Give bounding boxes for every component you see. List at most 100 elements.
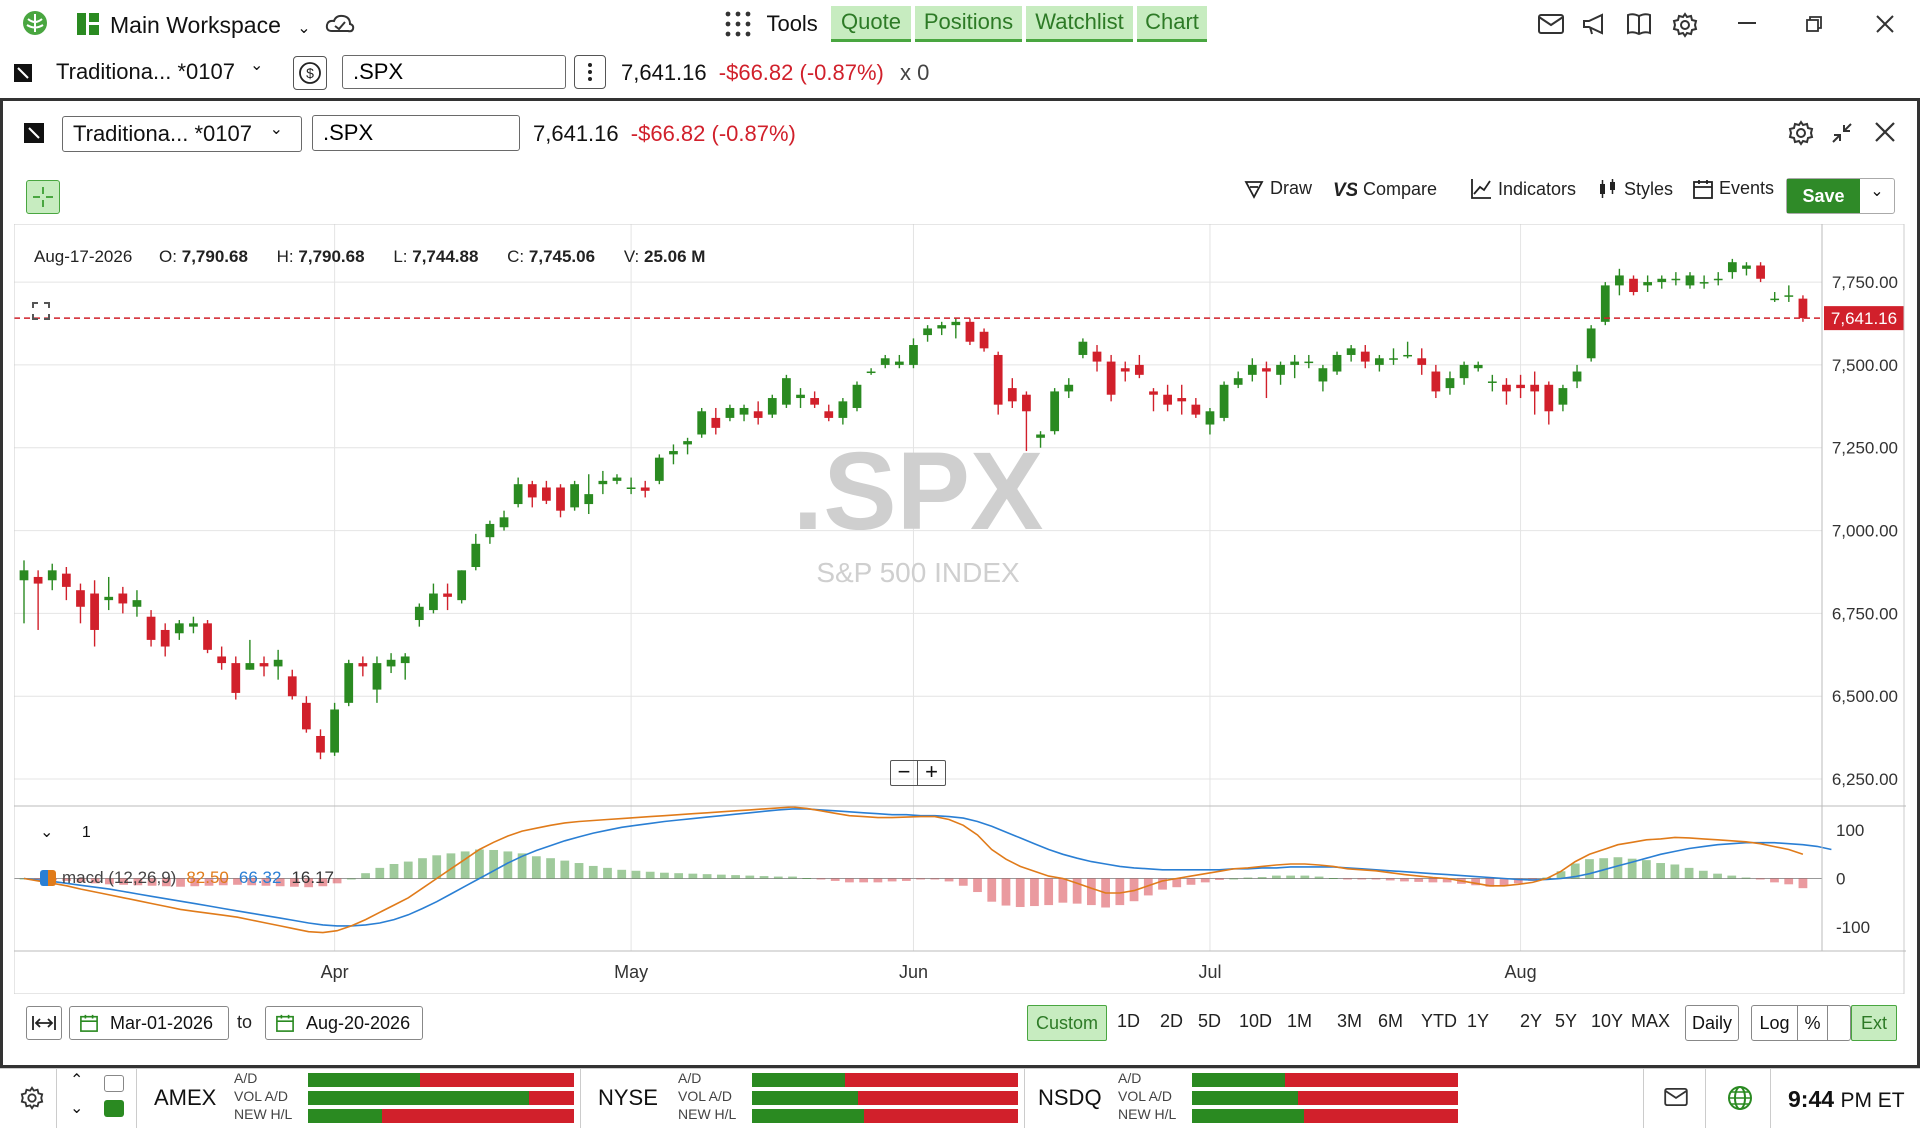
candle[interactable] bbox=[767, 394, 777, 418]
candle[interactable] bbox=[866, 368, 876, 375]
interval-daily-button[interactable]: Daily bbox=[1685, 1005, 1739, 1041]
book-icon[interactable] bbox=[1626, 12, 1652, 36]
candle[interactable] bbox=[923, 325, 932, 342]
tab-watchlist[interactable]: Watchlist bbox=[1026, 6, 1133, 42]
events-button[interactable]: Events bbox=[1693, 178, 1774, 199]
candle[interactable] bbox=[1459, 361, 1469, 385]
status-scroll-up-icon[interactable]: ⌃ bbox=[70, 1072, 84, 1089]
candle[interactable] bbox=[683, 437, 692, 455]
period-10d[interactable]: 10D bbox=[1239, 1011, 1273, 1031]
candle[interactable] bbox=[880, 354, 890, 369]
tab-chart[interactable]: Chart bbox=[1137, 6, 1207, 42]
candle[interactable] bbox=[1276, 361, 1285, 385]
candle[interactable] bbox=[824, 404, 834, 422]
candle[interactable] bbox=[118, 586, 128, 614]
candle[interactable] bbox=[612, 474, 622, 485]
candle[interactable] bbox=[33, 570, 43, 630]
zoom-out-button[interactable]: − bbox=[891, 761, 918, 785]
candle[interactable] bbox=[1247, 358, 1257, 382]
candle[interactable] bbox=[1770, 292, 1780, 302]
candle[interactable] bbox=[1219, 381, 1229, 422]
candle[interactable] bbox=[1445, 371, 1455, 395]
status-scroll-down-icon[interactable]: ⌄ bbox=[70, 1100, 84, 1117]
period-5d[interactable]: 5D bbox=[1198, 1011, 1222, 1031]
candle[interactable] bbox=[386, 653, 396, 674]
candle[interactable] bbox=[1022, 391, 1031, 452]
chart-symbol-input[interactable] bbox=[312, 115, 520, 151]
candle[interactable] bbox=[1233, 371, 1243, 389]
candle[interactable] bbox=[838, 398, 848, 425]
candle[interactable] bbox=[598, 470, 608, 495]
candle[interactable] bbox=[937, 321, 947, 336]
candle[interactable] bbox=[1572, 364, 1582, 389]
candle[interactable] bbox=[330, 702, 339, 756]
candle[interactable] bbox=[669, 444, 678, 465]
candle[interactable] bbox=[499, 510, 509, 531]
candle[interactable] bbox=[1643, 275, 1653, 293]
candle[interactable] bbox=[1304, 354, 1314, 369]
candle[interactable] bbox=[1742, 262, 1751, 276]
expand-icon[interactable] bbox=[30, 300, 52, 322]
tab-quote[interactable]: Quote bbox=[831, 6, 911, 42]
styles-button[interactable]: Styles bbox=[1598, 178, 1673, 200]
candle[interactable] bbox=[1050, 388, 1060, 435]
more-options-button[interactable] bbox=[574, 55, 606, 89]
chart-account-selector[interactable]: Traditiona... *0107 ⌄ bbox=[62, 116, 302, 152]
candle[interactable] bbox=[1375, 354, 1384, 372]
candle[interactable] bbox=[654, 454, 664, 485]
candle[interactable] bbox=[1798, 295, 1808, 322]
period-5y[interactable]: 5Y bbox=[1555, 1011, 1578, 1031]
tab-positions[interactable]: Positions bbox=[915, 6, 1022, 42]
candle[interactable] bbox=[174, 620, 184, 640]
candle[interactable] bbox=[90, 580, 99, 647]
layout-toggle-off[interactable] bbox=[104, 1075, 124, 1092]
candle[interactable] bbox=[1346, 345, 1356, 362]
account-selector[interactable]: Traditiona... *0107 ⌄ bbox=[56, 57, 276, 89]
crosshair-toggle-button[interactable] bbox=[26, 180, 60, 214]
candle[interactable] bbox=[993, 351, 1003, 415]
candle[interactable] bbox=[316, 729, 325, 760]
candle[interactable] bbox=[203, 620, 212, 654]
candle[interactable] bbox=[132, 590, 142, 617]
collapse-arrows-icon[interactable] bbox=[1830, 121, 1854, 145]
settings-gear-icon[interactable] bbox=[1672, 12, 1698, 38]
candle[interactable] bbox=[640, 480, 650, 498]
percent-scale-button[interactable]: % bbox=[1798, 1006, 1828, 1040]
start-date-field[interactable]: Mar-01-2026 bbox=[69, 1006, 229, 1040]
candle[interactable] bbox=[1502, 378, 1511, 405]
candle[interactable] bbox=[414, 603, 424, 627]
candle[interactable] bbox=[1431, 364, 1441, 399]
candle[interactable] bbox=[1205, 407, 1215, 435]
candle[interactable] bbox=[1078, 338, 1088, 359]
candle[interactable] bbox=[1163, 384, 1172, 412]
candle[interactable] bbox=[1699, 275, 1709, 289]
save-options-chevron-icon[interactable]: ⌄ bbox=[1870, 183, 1884, 200]
megaphone-icon[interactable] bbox=[1582, 12, 1608, 36]
period-3m[interactable]: 3M bbox=[1337, 1011, 1363, 1031]
candle[interactable] bbox=[217, 646, 227, 670]
candle[interactable] bbox=[1064, 378, 1074, 399]
minimize-window-button[interactable] bbox=[1738, 22, 1756, 24]
price-chart[interactable]: .SPX S&P 500 INDEX 7,641.16 7,750.00 7,50… bbox=[14, 224, 1906, 994]
tools-menu[interactable]: Tools bbox=[724, 10, 818, 38]
candle[interactable] bbox=[1262, 361, 1271, 399]
log-scale-button[interactable]: Log bbox=[1752, 1006, 1798, 1040]
period-ytd[interactable]: YTD bbox=[1421, 1011, 1457, 1031]
period-1d[interactable]: 1D bbox=[1117, 1011, 1141, 1031]
candle[interactable] bbox=[1756, 262, 1765, 283]
candle[interactable] bbox=[443, 583, 452, 611]
candle[interactable] bbox=[1120, 361, 1130, 382]
candle[interactable] bbox=[1530, 371, 1540, 415]
candle[interactable] bbox=[1727, 258, 1737, 279]
candle[interactable] bbox=[287, 669, 297, 700]
period-1y[interactable]: 1Y bbox=[1467, 1011, 1490, 1031]
candle[interactable] bbox=[626, 477, 636, 495]
macd-collapse-toggle[interactable]: ⌄ 1 bbox=[40, 822, 91, 842]
candle[interactable] bbox=[527, 480, 537, 508]
candle[interactable] bbox=[697, 407, 707, 438]
candle[interactable] bbox=[429, 583, 438, 614]
candle[interactable] bbox=[245, 639, 255, 670]
candle[interactable] bbox=[76, 583, 85, 624]
compare-button[interactable]: VS Compare bbox=[1333, 178, 1437, 201]
candle[interactable] bbox=[1389, 348, 1398, 365]
